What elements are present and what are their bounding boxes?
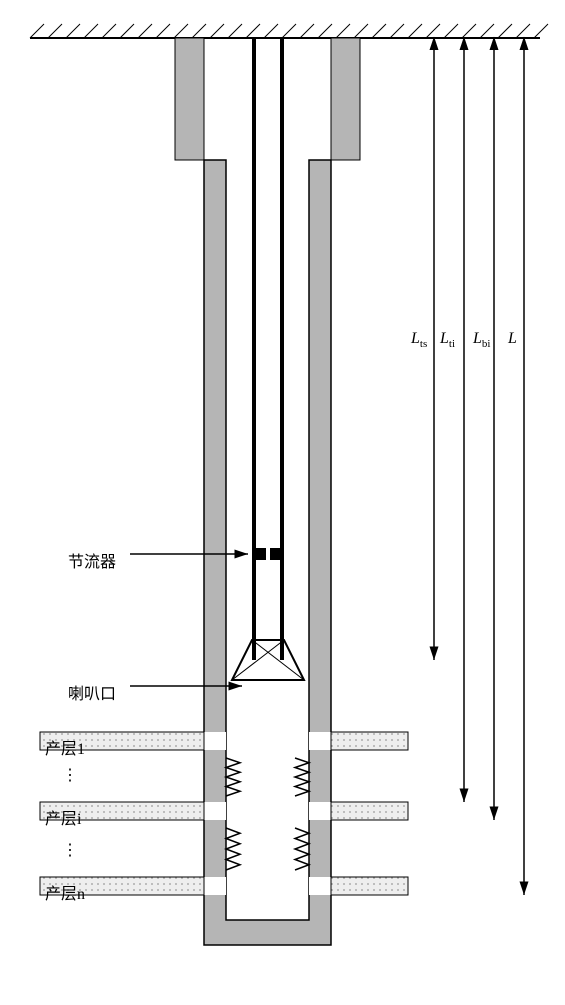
label-Lbi: Lbi xyxy=(473,330,490,350)
label-Lts: Lts xyxy=(411,330,427,350)
label-Lti: Lti xyxy=(440,330,455,350)
label-choke: 节流器 xyxy=(68,548,116,572)
label-bell: 喇叭口 xyxy=(68,680,116,704)
label-zone-i: 产层i xyxy=(45,805,81,829)
label-vdots-2: ⋮ xyxy=(62,840,78,860)
label-zone-1: 产层1 xyxy=(45,735,85,759)
label-zone-n: 产层n xyxy=(45,880,85,904)
label-L: L xyxy=(508,330,517,350)
diagram-stage: 节流器 喇叭口 产层1 ⋮ 产层i ⋮ 产层n Lts Lti Lbi L xyxy=(0,0,565,1000)
wellbore-diagram xyxy=(0,0,565,1000)
label-vdots-1: ⋮ xyxy=(62,765,78,785)
